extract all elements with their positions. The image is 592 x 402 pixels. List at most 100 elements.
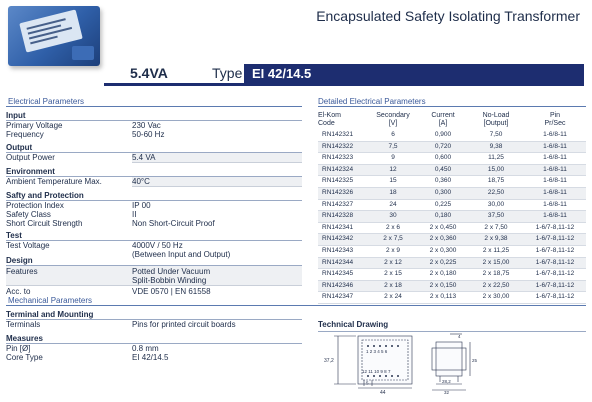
- section-detailed-line: [318, 106, 586, 107]
- param-label: Frequency: [6, 130, 44, 139]
- cell-current: 2 x 0,300: [418, 245, 468, 258]
- cell-current: 2 x 0,113: [418, 291, 468, 304]
- col-header-secondary: Secondary [V]: [376, 112, 410, 127]
- cell-pin: 1-6/8-11: [524, 199, 586, 212]
- param-label: Short Circuit Strength: [6, 219, 83, 228]
- cell-pin: 1-6/8-11: [524, 152, 586, 165]
- page-title: Encapsulated Safety Isolating Transforme…: [316, 8, 580, 24]
- group-safety-title: Safty and Protection: [6, 190, 302, 201]
- product-photo: [8, 6, 100, 66]
- section-detailed-heading: Detailed Electrical Parameters: [318, 97, 426, 106]
- group-environment: Environment Ambient Temperature Max. 40°…: [6, 166, 302, 187]
- cell-pin: 1-6/8-11: [524, 210, 586, 223]
- section-electrical-heading: Electrical Parameters: [8, 97, 85, 106]
- dim-height-label: 37,2: [324, 358, 334, 364]
- param-row: Ambient Temperature Max. 40°C: [6, 177, 302, 187]
- cell-noload: 18,75: [468, 175, 524, 188]
- param-value: II: [132, 210, 137, 219]
- cell-code: RN142328: [318, 210, 368, 223]
- cell-secondary: 2 x 15: [368, 268, 418, 281]
- cell-code: RN142326: [318, 187, 368, 200]
- param-row: Features Potted Under Vacuum Split-Bobbi…: [6, 266, 302, 286]
- cell-pin: 1-6/7-8,11-12: [524, 291, 586, 304]
- dim-width-label: 44: [380, 390, 386, 394]
- cell-noload: 2 x 30,00: [468, 291, 524, 304]
- cell-code: RN142325: [318, 175, 368, 188]
- cell-code: RN142342: [318, 233, 368, 246]
- cell-secondary: 2 x 18: [368, 280, 418, 293]
- param-label: Primary Voltage: [6, 121, 63, 130]
- cell-code: RN142343: [318, 245, 368, 258]
- cell-current: 0,360: [418, 175, 468, 188]
- cell-code: RN142341: [318, 222, 368, 235]
- group-input-title: Input: [6, 110, 302, 121]
- table-row: RN142323 9 0,600 11,25 1-6/8-11: [318, 152, 586, 165]
- header-rule: [104, 83, 584, 86]
- cell-noload: 2 x 11,25: [468, 245, 524, 258]
- dim-pitch-label: 5: [366, 381, 369, 386]
- side-view: [431, 333, 471, 391]
- cell-secondary: 6: [368, 130, 418, 142]
- cell-code: RN142323: [318, 152, 368, 165]
- table-row: RN142347 2 x 24 2 x 0,113 2 x 30,00 1-6/7-8,…: [318, 291, 586, 304]
- param-label: Output Power: [6, 153, 55, 162]
- dim-side-right-label: 25: [472, 358, 478, 363]
- param-value: Non Short-Circuit Proof: [132, 219, 215, 228]
- pin: [373, 345, 375, 347]
- group-design: Design Features Potted Under Vacuum Spli…: [6, 255, 302, 296]
- cell-secondary: 9: [368, 152, 418, 165]
- param-label: Safety Class: [6, 210, 51, 219]
- cell-current: 0,900: [418, 130, 468, 142]
- group-environment-title: Environment: [6, 166, 302, 177]
- cell-current: 0,450: [418, 164, 468, 177]
- table-row: RN142344 2 x 12 2 x 0,225 2 x 15,00 1-6/7-8,…: [318, 257, 586, 270]
- cell-current: 2 x 0,225: [418, 257, 468, 270]
- side-body-outline: [435, 341, 463, 377]
- param-label: Protection Index: [6, 201, 64, 210]
- cell-pin: 1-6/8-11: [524, 175, 586, 188]
- detail-table: El-Kom Code Secondary [V] Current [A] No-Lo…: [318, 112, 586, 304]
- side-core-outline: [431, 347, 467, 371]
- param-row: Primary Voltage 230 Vac: [6, 121, 302, 130]
- table-row: RN142326 18 0,300 22,50 1-6/8-11: [318, 187, 586, 200]
- pin: [373, 375, 375, 377]
- param-value: Pins for printed circuit boards: [132, 320, 236, 329]
- group-design-title: Design: [6, 255, 302, 266]
- col-header-pin: Pin Pr/Sec: [544, 112, 566, 127]
- param-row: Test Voltage 4000V / 50 Hz: [6, 241, 302, 250]
- pin: [367, 345, 369, 347]
- cell-pin: 1-6/8-11: [524, 164, 586, 177]
- table-row: RN142345 2 x 15 2 x 0,180 2 x 18,75 1-6/7-8,…: [318, 268, 586, 281]
- param-row: Pin [Ø] 0.8 mm: [6, 344, 302, 353]
- cell-noload: 22,50: [468, 187, 524, 200]
- product-terminal-block: [72, 46, 94, 60]
- pin-numbers-top: 1 2 3 4 5 6: [366, 349, 388, 354]
- col-header-code: El-Kom Code: [318, 112, 341, 127]
- group-output-title: Output: [6, 142, 302, 153]
- group-terminal: Terminal and Mounting Terminals Pins for…: [6, 309, 302, 329]
- table-row: RN142346 2 x 18 2 x 0,150 2 x 22,50 1-6/7-8,…: [318, 280, 586, 293]
- cell-secondary: 24: [368, 199, 418, 212]
- cell-noload: 11,25: [468, 152, 524, 165]
- cell-noload: 2 x 15,00: [468, 257, 524, 270]
- detail-table-container: El-Kom Code Secondary [V] Current [A] No-Lo…: [318, 112, 586, 304]
- cell-code: RN142344: [318, 257, 368, 270]
- cell-noload: 7,50: [468, 130, 524, 142]
- pin: [391, 375, 393, 377]
- cell-pin: 1-6/7-8,11-12: [524, 268, 586, 281]
- cell-secondary: 2 x 7,5: [368, 233, 418, 246]
- front-pins: [367, 345, 399, 377]
- drawing-title: Technical Drawing: [318, 320, 389, 329]
- type-bar: 5.4VA Type EI 42/14.5: [104, 64, 584, 83]
- cell-noload: 2 x 7,50: [468, 222, 524, 235]
- cell-current: 0,300: [418, 187, 468, 200]
- param-label: Acc. to: [6, 287, 31, 296]
- group-terminal-title: Terminal and Mounting: [6, 309, 302, 320]
- cell-secondary: 2 x 6: [368, 222, 418, 235]
- cell-current: 2 x 0,360: [418, 233, 468, 246]
- col-header-current: Current [A]: [431, 112, 455, 127]
- cell-pin: 1-6/7-8,11-12: [524, 233, 586, 246]
- technical-drawing: Technical Drawing 1 2 3 4: [318, 320, 586, 396]
- cell-secondary: 2 x 9: [368, 245, 418, 258]
- param-value: 5.4 VA: [132, 153, 302, 163]
